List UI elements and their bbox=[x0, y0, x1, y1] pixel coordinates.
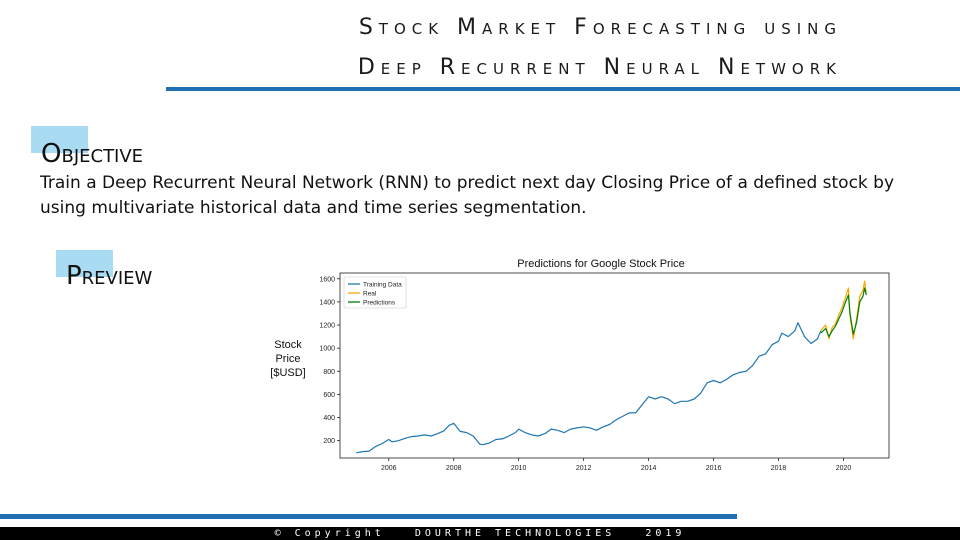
y-tick-label: 400 bbox=[323, 415, 335, 422]
y-tick-label: 1000 bbox=[319, 346, 335, 353]
stock-chart-svg: Predictions for Google Stock Price 2006 2… bbox=[319, 258, 890, 472]
slide-title-line-1: Stock Market Forecasting using bbox=[358, 15, 842, 40]
y-tick-label: 800 bbox=[323, 369, 335, 376]
preview-heading: Preview bbox=[66, 261, 153, 291]
legend-label: Real bbox=[363, 290, 377, 297]
y-tick-label: 1200 bbox=[319, 323, 335, 330]
preview-accent-box bbox=[56, 250, 113, 277]
y-tick-label: 1600 bbox=[319, 276, 335, 283]
bottom-rule bbox=[0, 514, 737, 519]
footer-bar: © Copyright DOURTHE TECHNOLOGIES 2019 bbox=[0, 527, 960, 540]
stock-chart: Predictions for Google Stock Price 2006 2… bbox=[300, 250, 900, 480]
x-tick-label: 2018 bbox=[771, 465, 787, 472]
objective-heading: Objective bbox=[41, 139, 144, 169]
x-tick-label: 2020 bbox=[836, 465, 852, 472]
series-line-real bbox=[820, 280, 867, 340]
chart-legend: Training Data Real Predictions bbox=[343, 276, 407, 309]
slide-title-line-2: Deep Recurrent Neural Network bbox=[357, 55, 842, 80]
legend-label: Training Data bbox=[363, 281, 402, 288]
objective-accent-box bbox=[31, 126, 88, 153]
x-tick-label: 2010 bbox=[511, 465, 527, 472]
legend-label: Predictions bbox=[363, 299, 396, 306]
chart-y-caption: Stock Price [$USD] bbox=[270, 339, 306, 379]
x-tick-label: 2016 bbox=[706, 465, 722, 472]
series-line-training-data bbox=[356, 322, 822, 454]
x-tick-label: 2012 bbox=[576, 465, 592, 472]
x-tick-label: 2008 bbox=[446, 465, 462, 472]
y-tick-label: 1400 bbox=[319, 299, 335, 306]
y-tick-label: 600 bbox=[323, 392, 335, 399]
chart-series bbox=[356, 280, 867, 454]
slide-title: Stock Market Forecasting using Deep Recu… bbox=[202, 8, 842, 88]
x-tick-label: 2014 bbox=[641, 465, 657, 472]
legend-box bbox=[343, 276, 407, 309]
x-tick-label: 2006 bbox=[381, 465, 397, 472]
y-tick-label: 200 bbox=[323, 438, 335, 445]
title-rule bbox=[166, 87, 960, 91]
footer-copyright: © Copyright DOURTHE TECHNOLOGIES 2019 bbox=[274, 528, 686, 539]
series-line-predictions bbox=[820, 287, 867, 338]
chart-title: Predictions for Google Stock Price bbox=[517, 258, 685, 270]
axis-ticks: 2006 2008 2010 2012 2014 2016 2018 2020 200 400 60… bbox=[319, 276, 851, 472]
objective-text: Train a Deep Recurrent Neural Network (R… bbox=[40, 173, 895, 218]
plot-frame bbox=[339, 272, 890, 459]
